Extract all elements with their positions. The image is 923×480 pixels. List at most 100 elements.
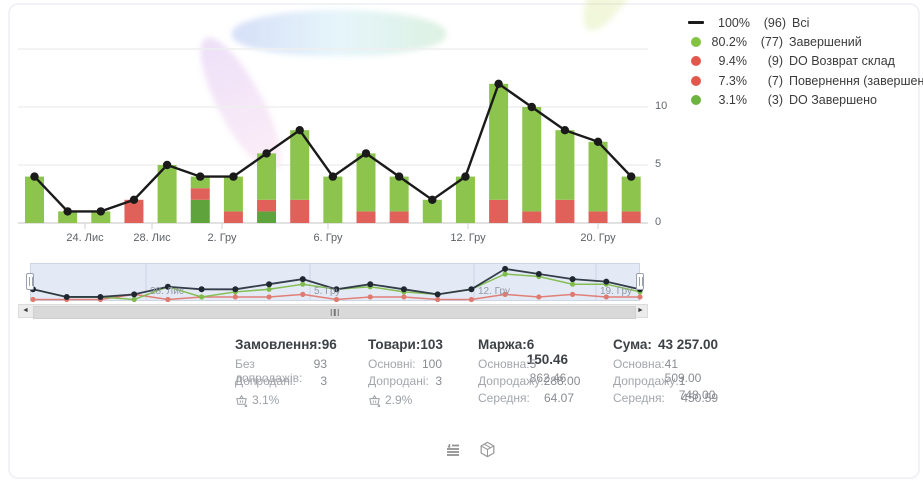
x-axis-label: 28. Лис: [133, 232, 171, 244]
stat-title: Маржа:: [478, 337, 527, 352]
legend-label: DO Возврат склад: [789, 54, 895, 69]
line-point[interactable]: [328, 172, 338, 181]
bar-segment[interactable]: [522, 211, 542, 223]
line-point[interactable]: [63, 207, 72, 216]
bar-segment[interactable]: [356, 211, 376, 223]
legend-label: Завершений: [789, 35, 862, 50]
bar-segment[interactable]: [157, 165, 177, 223]
stat-sub-value: 100: [421, 357, 442, 371]
bar-segment[interactable]: [422, 199, 442, 223]
bar-segment[interactable]: [190, 176, 210, 189]
legend-row[interactable]: 100% (96) Всі: [686, 13, 918, 32]
legend-percent: 9.4%: [718, 54, 748, 69]
stat-sub-label: Середня:: [478, 391, 530, 405]
y-axis-label: 0: [655, 216, 662, 228]
line-point[interactable]: [196, 172, 205, 181]
bar-segment[interactable]: [555, 199, 575, 223]
stat-sub-value: 3: [435, 374, 442, 388]
bar-segment[interactable]: [223, 211, 243, 223]
stat-column-orders: Замовлення: 96 Без допродажів: 93 Допродан…: [235, 337, 337, 407]
bar-segment[interactable]: [190, 188, 210, 200]
navigator-left-handle[interactable]: [26, 273, 34, 290]
line-point[interactable]: [262, 149, 271, 158]
dashboard-card: [8, 3, 920, 479]
bar-segment[interactable]: [290, 130, 310, 200]
bar-segment[interactable]: [190, 199, 210, 223]
line-point[interactable]: [361, 149, 371, 158]
stat-sub-label: Допродані:: [235, 374, 296, 388]
bar-segment[interactable]: [389, 211, 409, 223]
line-point[interactable]: [428, 195, 437, 204]
package-icon: [480, 441, 494, 458]
stat-sub-label: Основна:: [478, 357, 530, 371]
bar-segment[interactable]: [257, 153, 277, 200]
bar-segment[interactable]: [25, 176, 44, 223]
legend-row[interactable]: 7.3% (7) Повернення (завершений): [686, 71, 923, 90]
bar-segment[interactable]: [124, 199, 144, 223]
basket-icon: [236, 394, 248, 407]
navigator-axis-label: 12. Гру: [478, 286, 510, 297]
navigator-right-handle[interactable]: [636, 273, 644, 290]
bar-segment[interactable]: [290, 199, 310, 223]
bar-segment[interactable]: [356, 153, 376, 212]
dot-series-marker-icon: [691, 56, 701, 67]
line-point[interactable]: [593, 137, 603, 146]
legend-count: (3): [767, 93, 783, 108]
legend-percent: 3.1%: [718, 93, 748, 108]
list-view-button[interactable]: [442, 440, 464, 462]
line-point[interactable]: [494, 79, 503, 89]
dot-series-marker-icon: [691, 75, 701, 86]
line-point[interactable]: [461, 172, 470, 181]
line-point[interactable]: [162, 160, 172, 170]
list-icon: [447, 443, 459, 456]
dot-series-marker-icon: [691, 37, 701, 48]
bar-segment[interactable]: [58, 211, 78, 223]
legend-row[interactable]: 3.1% (3) DO Завершено: [686, 91, 918, 110]
stat-sub-label: Допродані:: [368, 374, 429, 388]
line-point[interactable]: [30, 172, 39, 181]
line-point[interactable]: [129, 195, 139, 204]
chart-scrollbar[interactable]: ◄ ►: [18, 304, 648, 319]
bar-segment[interactable]: [621, 211, 641, 223]
line-point[interactable]: [394, 172, 404, 181]
line-point[interactable]: [96, 207, 106, 216]
bar-segment[interactable]: [91, 211, 111, 223]
stat-value: 103: [420, 337, 443, 352]
legend-row[interactable]: 80.2% (77) Завершений: [686, 32, 918, 51]
stat-title: Товари:: [368, 337, 421, 352]
bar-segment[interactable]: [588, 211, 608, 223]
legend-count: (9): [767, 54, 783, 69]
bar-segment[interactable]: [389, 176, 409, 212]
products-view-button[interactable]: [476, 440, 498, 462]
upsell-percent: 3.1%: [252, 393, 280, 407]
bar-segment[interactable]: [489, 83, 509, 200]
scrollbar-right-arrow-icon[interactable]: ►: [637, 307, 644, 314]
bar-segment[interactable]: [621, 176, 641, 212]
bar-segment[interactable]: [555, 130, 575, 200]
legend-count: (7): [767, 73, 783, 88]
bar-segment[interactable]: [455, 176, 475, 223]
scrollbar-thumb[interactable]: [33, 305, 636, 319]
legend-label: Повернення (завершений): [789, 73, 923, 88]
line-point[interactable]: [229, 172, 238, 181]
x-axis-label: 6. Гру: [313, 232, 343, 244]
x-axis-label: 24. Лис: [66, 232, 104, 244]
stat-sub-label: Основна:: [613, 357, 665, 371]
bar-segment[interactable]: [522, 107, 542, 212]
stat-sub-label: Основні:: [368, 357, 416, 371]
line-point[interactable]: [560, 126, 570, 135]
bar-segment[interactable]: [588, 141, 608, 212]
line-point[interactable]: [295, 126, 304, 135]
bar-segment[interactable]: [257, 211, 277, 223]
bar-segment[interactable]: [323, 176, 343, 223]
stat-sub-value: 1 748.00: [678, 374, 716, 402]
stat-title: Замовлення:: [235, 337, 322, 352]
line-point[interactable]: [527, 102, 536, 112]
legend-row[interactable]: 9.4% (9) DO Возврат склад: [686, 52, 918, 71]
bar-segment[interactable]: [257, 199, 277, 212]
bar-segment[interactable]: [223, 176, 243, 212]
bar-segment[interactable]: [489, 199, 509, 223]
scrollbar-left-arrow-icon[interactable]: ◄: [22, 307, 29, 314]
line-point[interactable]: [627, 172, 636, 181]
